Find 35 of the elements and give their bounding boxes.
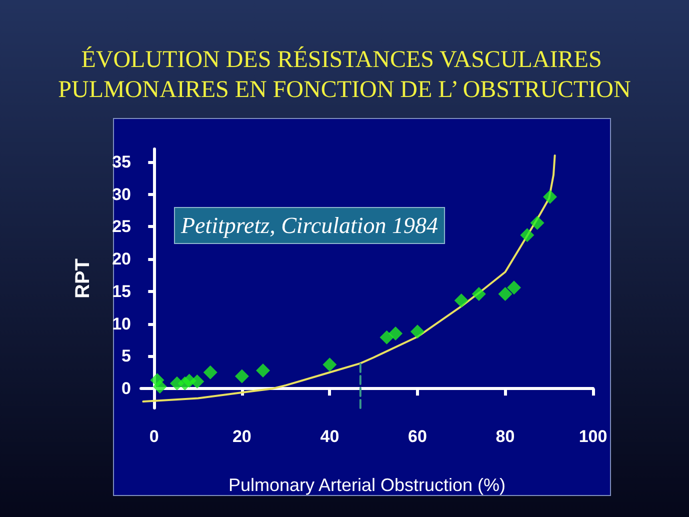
point — [388, 326, 403, 341]
line-series — [142, 154, 556, 403]
point — [234, 369, 249, 384]
y-axis-title: RPT — [72, 258, 94, 298]
point — [498, 287, 512, 302]
x-tick-label: 80 — [496, 427, 515, 446]
point — [507, 280, 522, 295]
point — [410, 324, 424, 339]
annotation: Petitpretz, Circulation 1984 — [180, 213, 438, 238]
point — [520, 228, 534, 242]
point — [542, 190, 557, 204]
x-tick-label: 40 — [320, 427, 340, 446]
y-tick-label: 25 — [112, 217, 131, 236]
point — [380, 330, 394, 344]
y-tick-label: 20 — [112, 250, 131, 269]
point — [203, 365, 218, 380]
point — [454, 294, 468, 308]
point — [322, 358, 337, 372]
x-tick-label: 100 — [578, 427, 608, 446]
x-axis-title: Pulmonary Arterial Obstruction (%) — [228, 475, 506, 495]
y-tick-label: 30 — [112, 184, 131, 204]
chart-title: ÉVOLUTION DES RÉSISTANCES VASCULAIRES PULMONAIRES EN FONCTION DE L’ OBSTRUCTION — [58, 46, 631, 103]
y-tick-label: 35 — [112, 152, 131, 172]
point — [152, 380, 167, 394]
y-tick-label: 0 — [122, 379, 131, 398]
point — [256, 363, 270, 378]
x-tick-label: 60 — [408, 427, 427, 446]
x-tick-label: 0 — [149, 427, 159, 446]
point — [530, 216, 544, 230]
point — [472, 287, 486, 302]
y-tick-label: 10 — [112, 314, 131, 334]
point — [190, 374, 204, 388]
y-tick-label: 5 — [122, 346, 131, 366]
x-tick-label: 20 — [232, 427, 252, 446]
y-tick-label: 15 — [112, 282, 131, 301]
